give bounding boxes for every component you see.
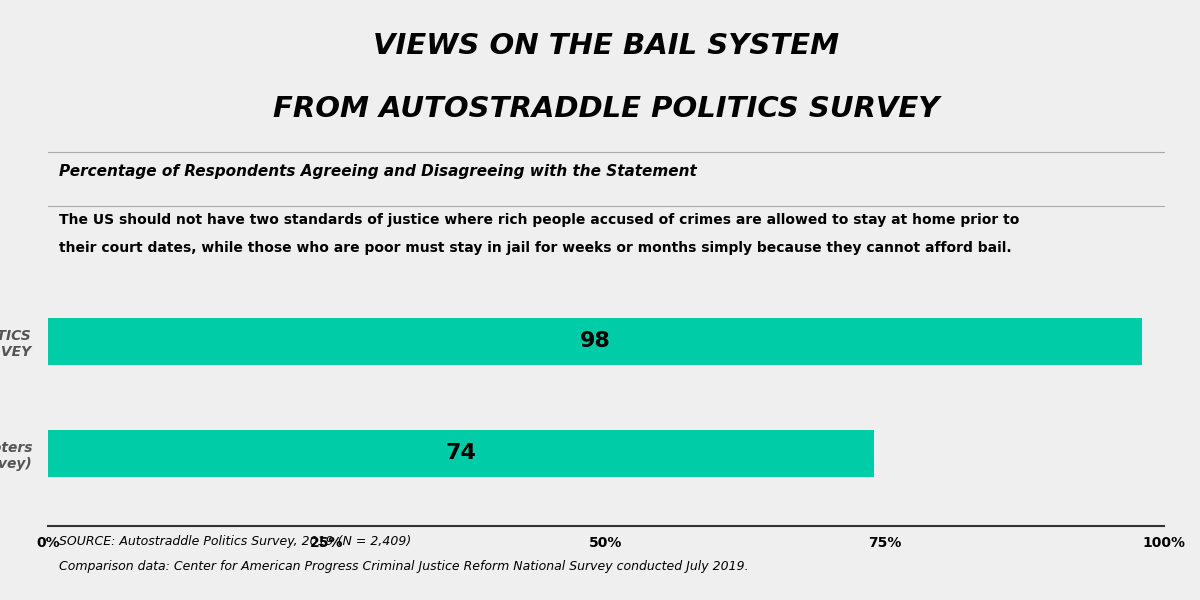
Text: VIEWS ON THE BAIL SYSTEM: VIEWS ON THE BAIL SYSTEM <box>373 32 839 60</box>
Text: Comparison data: Center for American Progress Criminal Justice Reform National S: Comparison data: Center for American Pro… <box>59 560 749 573</box>
Text: FROM AUTOSTRADDLE POLITICS SURVEY: FROM AUTOSTRADDLE POLITICS SURVEY <box>272 95 940 124</box>
Text: SOURCE: Autostraddle Politics Survey, 2019 (N = 2,409): SOURCE: Autostraddle Politics Survey, 20… <box>59 535 412 548</box>
Text: 98: 98 <box>580 331 611 352</box>
Text: 74: 74 <box>445 443 476 463</box>
Bar <box>48 318 1141 365</box>
Bar <box>48 430 874 476</box>
Text: Percentage of Respondents Agreeing and Disagreeing with the Statement: Percentage of Respondents Agreeing and D… <box>59 164 697 179</box>
Text: their court dates, while those who are poor must stay in jail for weeks or month: their court dates, while those who are p… <box>59 241 1012 255</box>
Text: The US should not have two standards of justice where rich people accused of cri: The US should not have two standards of … <box>59 213 1020 227</box>
